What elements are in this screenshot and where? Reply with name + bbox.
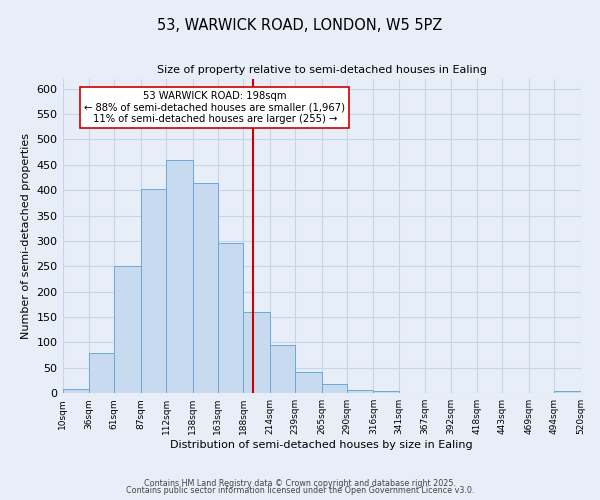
X-axis label: Distribution of semi-detached houses by size in Ealing: Distribution of semi-detached houses by … [170,440,473,450]
Bar [322,384,347,393]
Bar [347,390,373,393]
Bar [62,389,89,393]
Bar [193,182,218,393]
Text: Contains HM Land Registry data © Crown copyright and database right 2025.: Contains HM Land Registry data © Crown c… [144,478,456,488]
Bar [218,244,244,393]
Bar [373,390,399,393]
Bar [270,345,295,393]
Y-axis label: Number of semi-detached properties: Number of semi-detached properties [21,133,31,339]
Text: Contains public sector information licensed under the Open Government Licence v3: Contains public sector information licen… [126,486,474,495]
Bar [141,188,166,393]
Bar [166,160,193,393]
Bar [425,392,451,393]
Bar [554,390,581,393]
Text: 53, WARWICK ROAD, LONDON, W5 5PZ: 53, WARWICK ROAD, LONDON, W5 5PZ [157,18,443,32]
Bar [295,372,322,393]
Bar [89,352,115,393]
Bar [399,392,425,393]
Bar [451,392,477,393]
Title: Size of property relative to semi-detached houses in Ealing: Size of property relative to semi-detach… [157,65,487,75]
Bar [115,266,141,393]
Bar [244,312,270,393]
Text: 53 WARWICK ROAD: 198sqm
← 88% of semi-detached houses are smaller (1,967)
11% of: 53 WARWICK ROAD: 198sqm ← 88% of semi-de… [85,91,346,124]
